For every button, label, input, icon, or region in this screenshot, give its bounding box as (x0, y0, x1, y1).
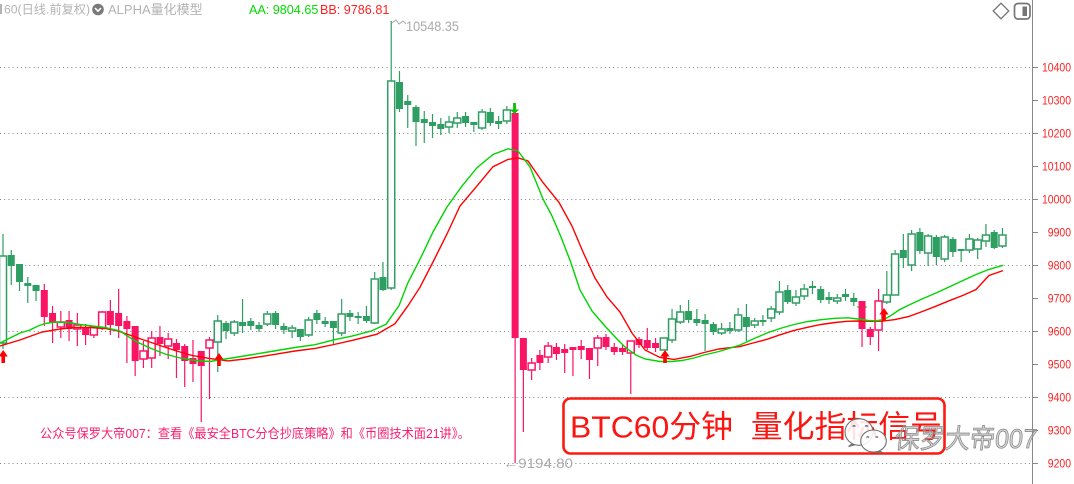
svg-text:10100: 10100 (1042, 160, 1071, 174)
svg-text:60(日线.前复权): 60(日线.前复权) (4, 2, 90, 17)
svg-text:9600: 9600 (1048, 325, 1071, 339)
svg-text:9800: 9800 (1048, 259, 1071, 273)
svg-text:10400: 10400 (1042, 61, 1071, 75)
svg-text:10548.35: 10548.35 (406, 18, 459, 34)
svg-text:9700: 9700 (1048, 292, 1071, 306)
svg-text:10000: 10000 (1042, 193, 1071, 207)
svg-text:9900: 9900 (1048, 226, 1071, 240)
svg-text:10300: 10300 (1042, 94, 1071, 108)
svg-text:10200: 10200 (1042, 127, 1071, 141)
svg-text:9500: 9500 (1048, 358, 1071, 372)
svg-text:←9194.80: ←9194.80 (503, 455, 573, 471)
svg-text:9200: 9200 (1048, 457, 1071, 471)
svg-text:保罗大帝007: 保罗大帝007 (893, 423, 1038, 454)
svg-text:ALPHA量化模型: ALPHA量化模型 (108, 2, 203, 17)
svg-text:公众号保罗大帝007：查看《最安全BTC分仓抄底策略》和《币: 公众号保罗大帝007：查看《最安全BTC分仓抄底策略》和《币圈技术面21讲》。 (40, 426, 470, 441)
svg-text:9400: 9400 (1048, 391, 1071, 405)
svg-text:BB: 9786.81: BB: 9786.81 (320, 3, 389, 17)
svg-text:9300: 9300 (1048, 424, 1071, 438)
svg-text:AA: 9804.65: AA: 9804.65 (249, 3, 318, 17)
